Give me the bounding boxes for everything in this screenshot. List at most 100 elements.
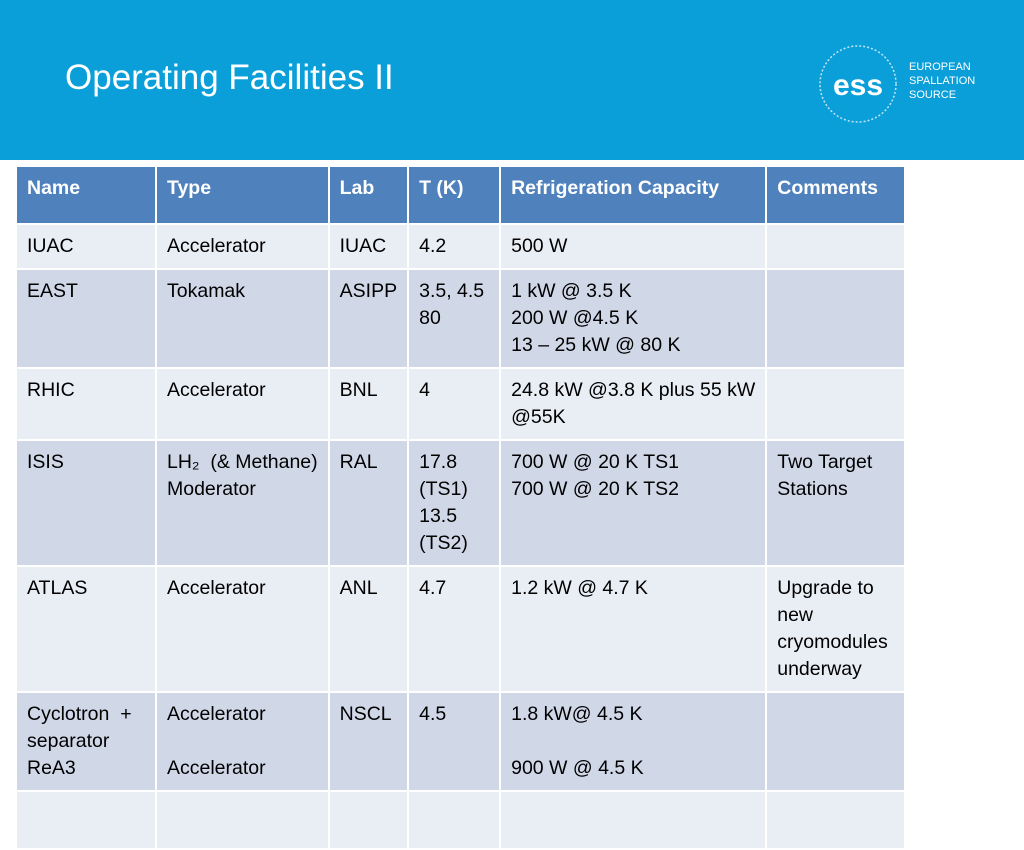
table-cell: Accelerator bbox=[155, 223, 330, 270]
cell-line: 80 bbox=[419, 307, 441, 329]
cell-line: Accelerator bbox=[167, 703, 266, 725]
cell-line: Moderator bbox=[167, 478, 256, 500]
table-row: EAST Tokamak ASIPP 3.5, 4.5 80 1 kW @ 3.5 K 20… bbox=[15, 268, 907, 369]
table-cell bbox=[765, 367, 907, 441]
table-cell bbox=[155, 790, 330, 850]
cell-line: Accelerator bbox=[167, 235, 266, 257]
cell-line: IUAC bbox=[339, 235, 387, 257]
cell-line: 1 kW @ 3.5 K bbox=[511, 280, 632, 302]
cell-line: EAST bbox=[27, 280, 78, 302]
table-cell: ATLAS bbox=[15, 565, 157, 693]
logo-ring bbox=[819, 45, 897, 123]
cell-line: 1.8 kW@ 4.5 K bbox=[511, 703, 643, 725]
table-cell: Accelerator Accelerator bbox=[155, 691, 330, 792]
table-cell: Accelerator bbox=[155, 367, 330, 441]
cell-line: (TS2) bbox=[419, 532, 468, 554]
table-cell: ASIPP bbox=[327, 268, 410, 369]
table-row: Cyclotron + separator ReA3 Accelerator Accel… bbox=[15, 691, 907, 792]
cell-line: 3.5, 4.5 bbox=[419, 280, 485, 302]
header-row: Name Type Lab T (K) Refrigeration Capacity Co… bbox=[15, 165, 907, 225]
table-cell bbox=[765, 268, 907, 369]
table-cell: 3.5, 4.5 80 bbox=[407, 268, 502, 369]
logo: ess EUROPEAN SPALLATION SOURCE bbox=[819, 45, 975, 123]
cell-line: Accelerator bbox=[167, 577, 266, 599]
cell-line: Cyclotron + bbox=[27, 703, 132, 725]
table-cell: Cyclotron + separator ReA3 bbox=[15, 691, 157, 792]
table-cell: 700 W @ 20 K TS1 700 W @ 20 K TS2 bbox=[499, 439, 768, 567]
facilities-table: Name Type Lab T (K) Refrigeration Capacity Co… bbox=[15, 165, 907, 850]
table-cell: LH₂ (& Methane) Moderator bbox=[155, 439, 330, 567]
table-cell: Tokamak bbox=[155, 268, 330, 369]
cell-line: cryomodules bbox=[777, 631, 888, 653]
table-cell: 1.8 kW@ 4.5 K 900 W @ 4.5 K bbox=[499, 691, 768, 792]
cell-line: separator bbox=[27, 730, 110, 752]
cell-line: 4.5 bbox=[419, 703, 447, 725]
cell-line: (TS1) bbox=[419, 478, 468, 500]
table-row bbox=[15, 790, 907, 850]
table-cell: Upgrade to new cryomodules underway bbox=[765, 565, 907, 693]
table-cell: IUAC bbox=[15, 223, 157, 270]
table-cell: 4 bbox=[407, 367, 502, 441]
cell-line: ASIPP bbox=[339, 280, 398, 302]
logo-text: EUROPEAN bbox=[909, 61, 971, 73]
cell-line: Accelerator bbox=[167, 379, 266, 401]
cell-line: ATLAS bbox=[27, 577, 88, 599]
table-cell: EAST bbox=[15, 268, 157, 369]
cell-line: Upgrade to bbox=[777, 577, 874, 599]
table-cell: 4.2 bbox=[407, 223, 502, 270]
logo-text: SPALLATION bbox=[909, 75, 975, 87]
cell-line: 24.8 kW @3.8 K plus 55 kW bbox=[511, 379, 756, 401]
table-cell: 4.7 bbox=[407, 565, 502, 693]
table-cell: IUAC bbox=[327, 223, 410, 270]
header-band: Operating Facilities II ess EUROPEAN SPA… bbox=[0, 0, 1024, 160]
table-cell: 17.8 (TS1) 13.5 (TS2) bbox=[407, 439, 502, 567]
cell-line: LH₂ (& Methane) bbox=[167, 451, 318, 473]
table-cell: ISIS bbox=[15, 439, 157, 567]
column-header: Comments bbox=[765, 165, 907, 225]
table-row: IUAC Accelerator IUAC 4.2 500 W bbox=[15, 223, 907, 270]
cell-line: new bbox=[777, 604, 814, 626]
cell-line: 4.7 bbox=[419, 577, 447, 599]
table-cell bbox=[765, 691, 907, 792]
cell-line: 500 W bbox=[511, 235, 568, 257]
cell-line: 17.8 bbox=[419, 451, 458, 473]
cell-line: @55K bbox=[511, 406, 566, 428]
cell-line: BNL bbox=[339, 379, 378, 401]
table-row: ATLAS Accelerator ANL 4.7 1.2 kW @ 4.7 K Upgr… bbox=[15, 565, 907, 693]
cell-line: 700 W @ 20 K TS2 bbox=[511, 478, 680, 500]
cell-line: 200 W @4.5 K bbox=[511, 307, 639, 329]
cell-line: ISIS bbox=[27, 451, 64, 473]
table-cell: RAL bbox=[327, 439, 410, 567]
column-header: Name bbox=[15, 165, 157, 225]
table-cell bbox=[407, 790, 502, 850]
table-cell: 1.2 kW @ 4.7 K bbox=[499, 565, 768, 693]
column-header: Lab bbox=[327, 165, 410, 225]
column-header: Type bbox=[155, 165, 330, 225]
cell-line: 4.2 bbox=[419, 235, 447, 257]
cell-line: 700 W @ 20 K TS1 bbox=[511, 451, 680, 473]
table-cell bbox=[327, 790, 410, 850]
table-cell bbox=[15, 790, 157, 850]
table-cell: Two Target Stations bbox=[765, 439, 907, 567]
column-header: Refrigeration Capacity bbox=[499, 165, 768, 225]
table-cell: 500 W bbox=[499, 223, 768, 270]
table-cell: 1 kW @ 3.5 K 200 W @4.5 K 13 – 25 kW @ 80 … bbox=[499, 268, 768, 369]
cell-line: 13.5 bbox=[419, 505, 458, 527]
cell-line: IUAC bbox=[27, 235, 74, 257]
cell-line: Two Target bbox=[777, 451, 873, 473]
cell-line: ReA3 bbox=[27, 757, 76, 779]
cell-line: underway bbox=[777, 658, 862, 680]
table-cell: 24.8 kW @3.8 K plus 55 kW @55K bbox=[499, 367, 768, 441]
cell-line: Stations bbox=[777, 478, 848, 500]
table-cell: 4.5 bbox=[407, 691, 502, 792]
cell-line: Accelerator bbox=[167, 757, 266, 779]
table-cell: Accelerator bbox=[155, 565, 330, 693]
table-cell bbox=[765, 223, 907, 270]
table-row: RHIC Accelerator BNL 4 24.8 kW @3.8 K plus 5… bbox=[15, 367, 907, 441]
cell-line: RHIC bbox=[27, 379, 75, 401]
cell-line: RAL bbox=[339, 451, 378, 473]
cell-line: 900 W @ 4.5 K bbox=[511, 757, 644, 779]
table-cell: ANL bbox=[327, 565, 410, 693]
logo-mark: ess bbox=[833, 69, 883, 102]
